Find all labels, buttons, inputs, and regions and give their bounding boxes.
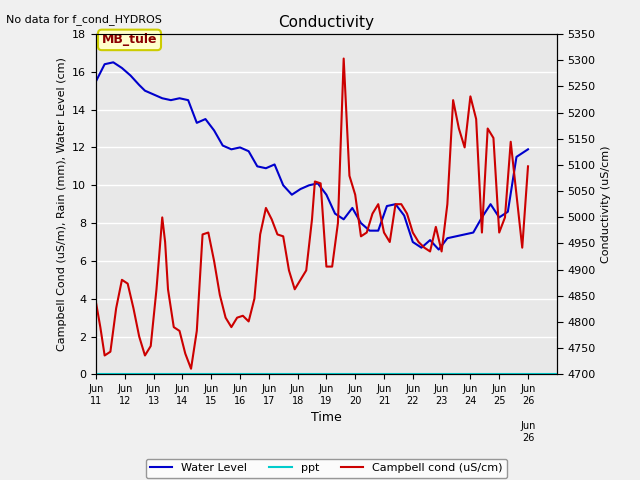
- Title: Conductivity: Conductivity: [278, 15, 374, 30]
- Legend: Water Level, ppt, Campbell cond (uS/cm): Water Level, ppt, Campbell cond (uS/cm): [146, 459, 507, 478]
- Text: MB_tule: MB_tule: [102, 34, 157, 47]
- X-axis label: Time: Time: [311, 411, 342, 424]
- Text: Jun
26: Jun 26: [520, 421, 536, 443]
- Y-axis label: Conductivity (uS/cm): Conductivity (uS/cm): [601, 145, 611, 263]
- Y-axis label: Campbell Cond (uS/m), Rain (mm), Water Level (cm): Campbell Cond (uS/m), Rain (mm), Water L…: [56, 57, 67, 351]
- Text: No data for f_cond_HYDROS: No data for f_cond_HYDROS: [6, 14, 163, 25]
